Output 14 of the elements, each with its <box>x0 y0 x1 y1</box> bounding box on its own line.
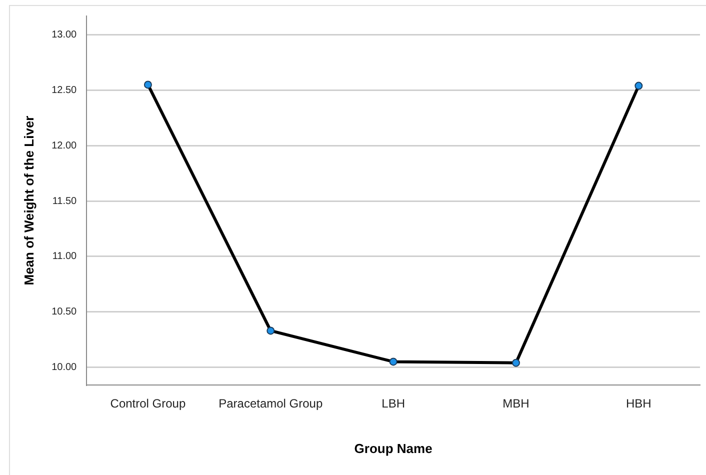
y-tick-label: 10.00 <box>52 362 78 374</box>
x-tick-label: LBH <box>382 396 405 411</box>
y-tick-label: 10.50 <box>52 306 78 318</box>
y-tick-label: 12.50 <box>52 84 78 96</box>
x-axis-title: Group Name <box>354 440 432 456</box>
x-tick-label: MBH <box>502 396 530 411</box>
y-tick-label: 13.00 <box>52 30 78 41</box>
y-axis-title: Mean of Weight of the Liver <box>21 116 36 286</box>
y-tick-label: 11.50 <box>52 196 78 207</box>
y-tick-label: 11.00 <box>52 251 78 262</box>
x-tick-label: Paracetamol Group <box>218 396 323 411</box>
x-tick-label: Control Group <box>110 396 186 411</box>
y-tick-label: 12.00 <box>52 140 78 152</box>
x-tick-label: HBH <box>626 396 652 411</box>
